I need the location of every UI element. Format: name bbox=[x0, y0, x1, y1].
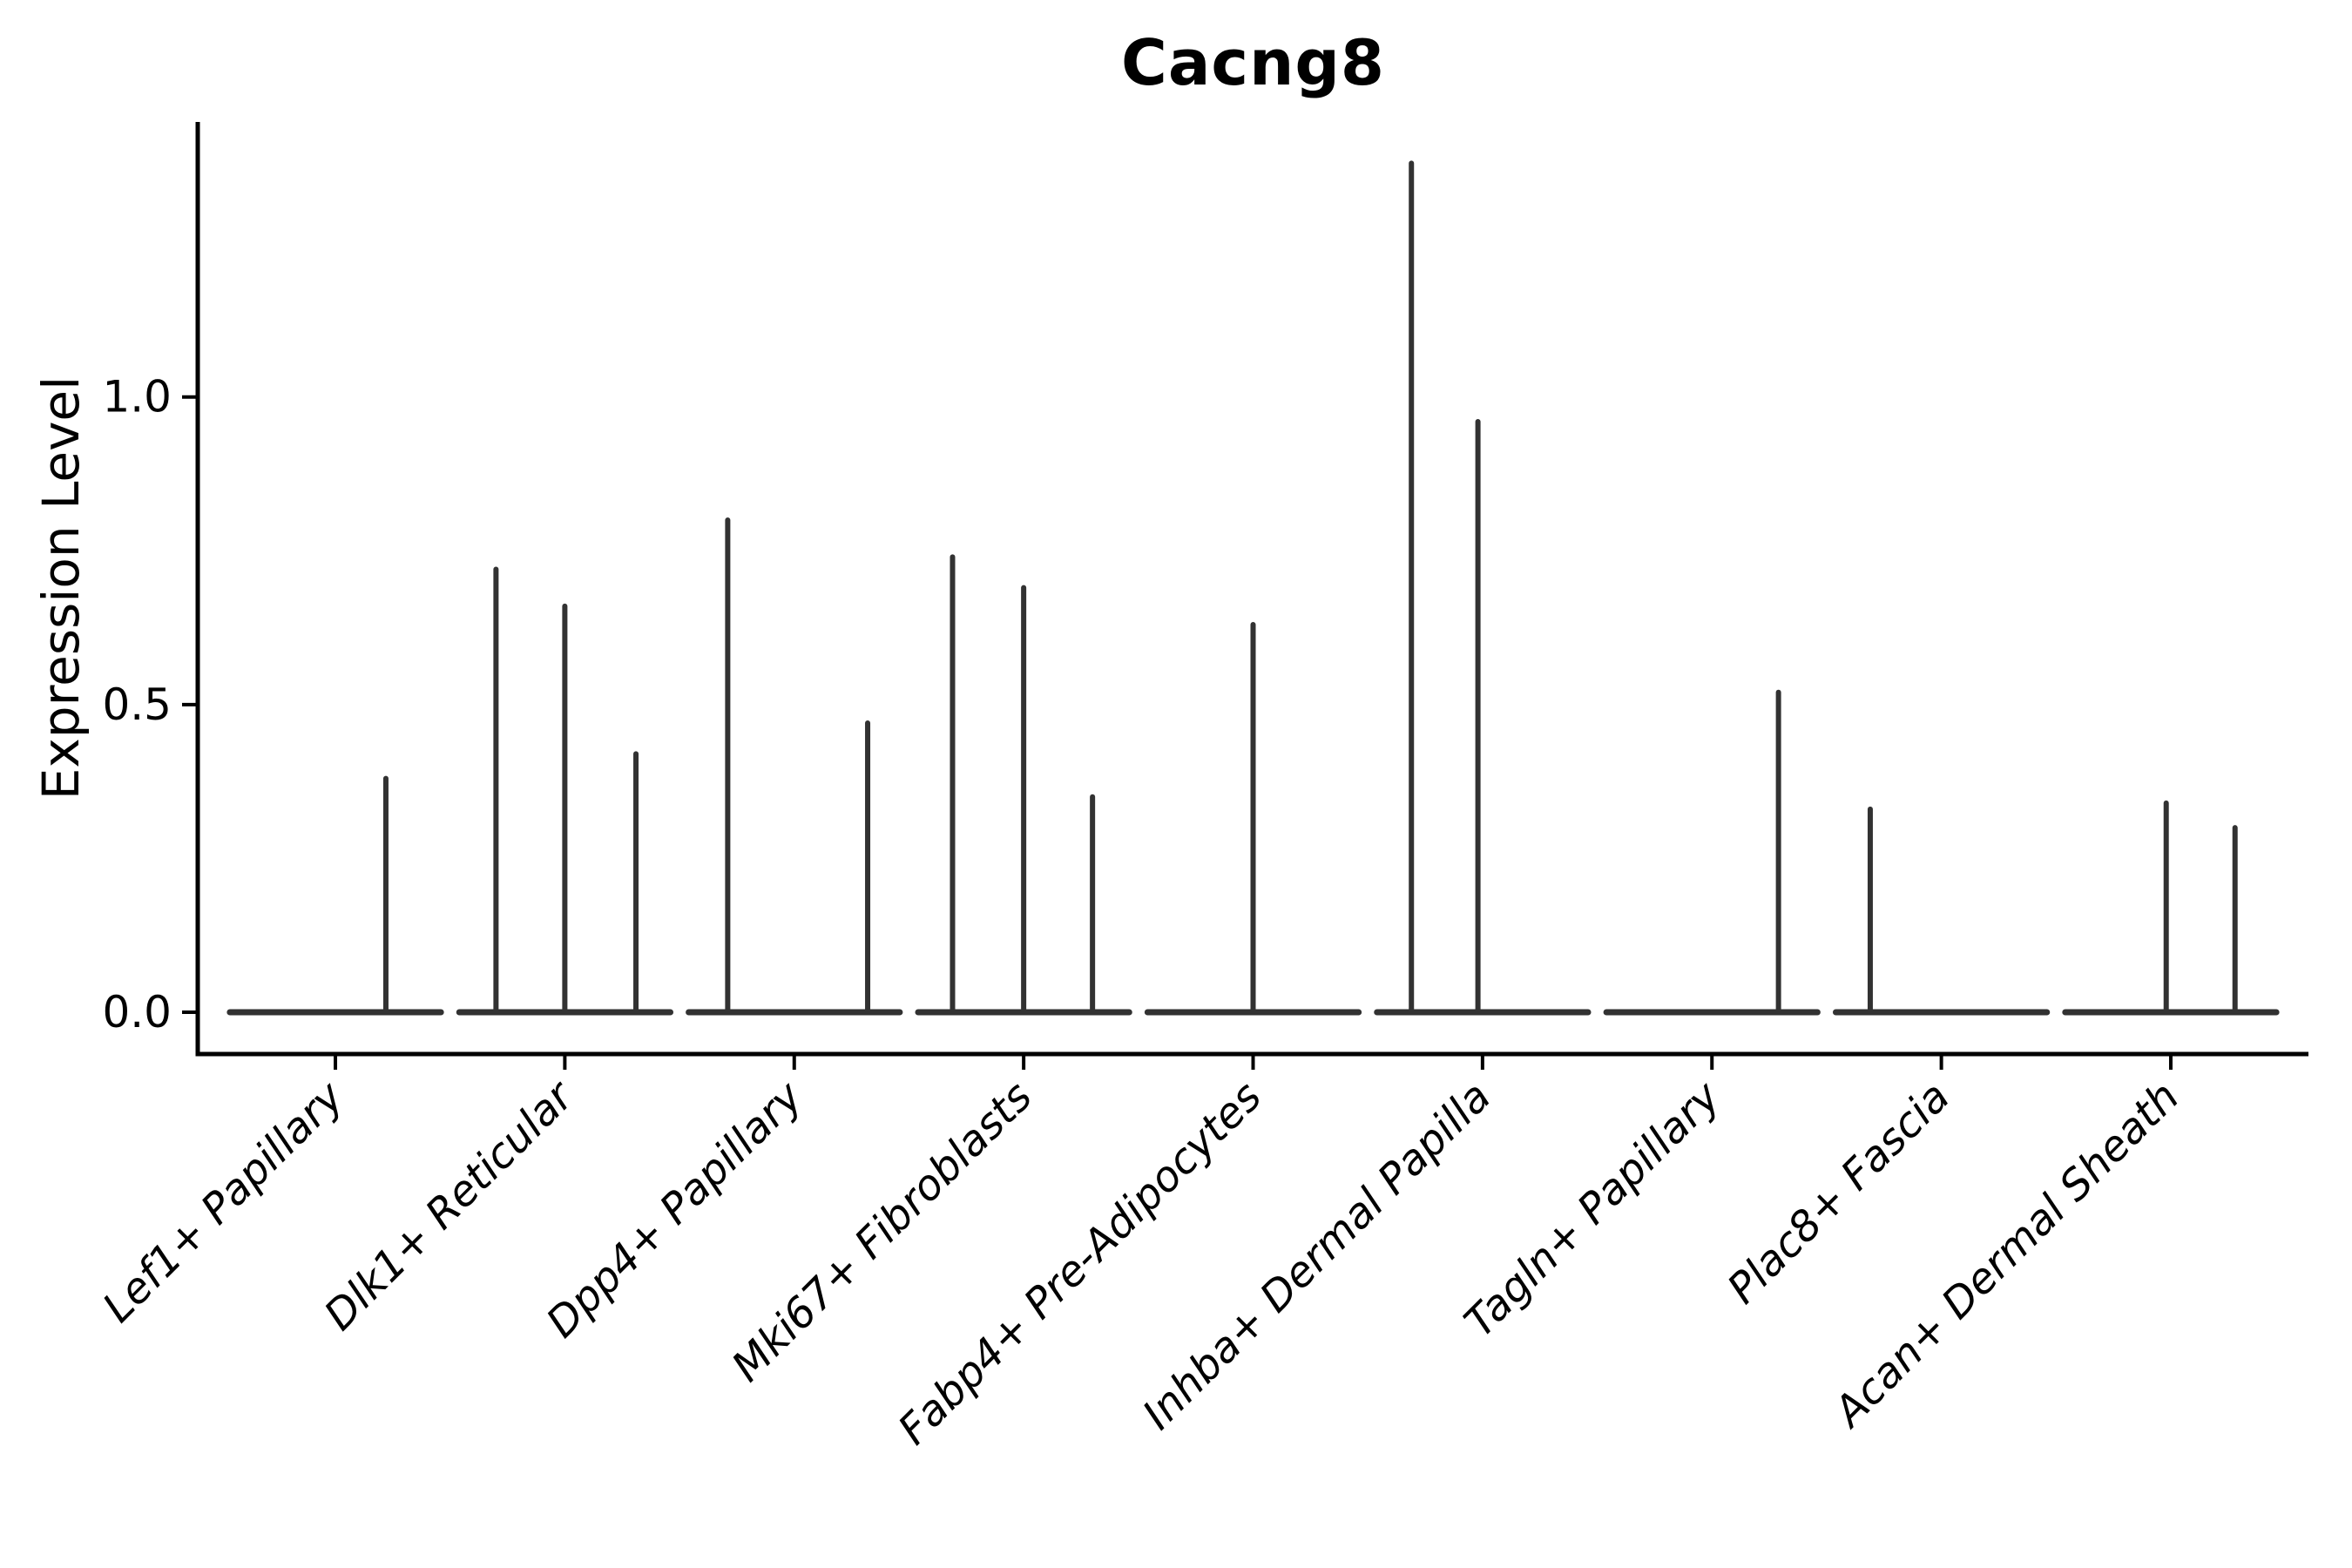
x-tick-label: Plac8+ Fascia bbox=[1718, 1072, 1959, 1314]
x-tick-label: Dlk1+ Reticular bbox=[315, 1071, 585, 1341]
x-tick-label: Dpp4+ Papillary bbox=[537, 1071, 813, 1347]
y-tick-label: 0.0 bbox=[102, 987, 172, 1037]
x-tick-label: Lef1+ Papillary bbox=[93, 1071, 354, 1332]
y-tick-label: 1.0 bbox=[102, 372, 172, 422]
chart-title: Cacng8 bbox=[1121, 26, 1385, 99]
x-tick-label: Fabp4+ Pre-Adipocytes bbox=[889, 1072, 1271, 1455]
y-tick-label: 0.5 bbox=[102, 679, 172, 730]
x-tick-label: Tagln+ Papillary bbox=[1455, 1071, 1730, 1347]
